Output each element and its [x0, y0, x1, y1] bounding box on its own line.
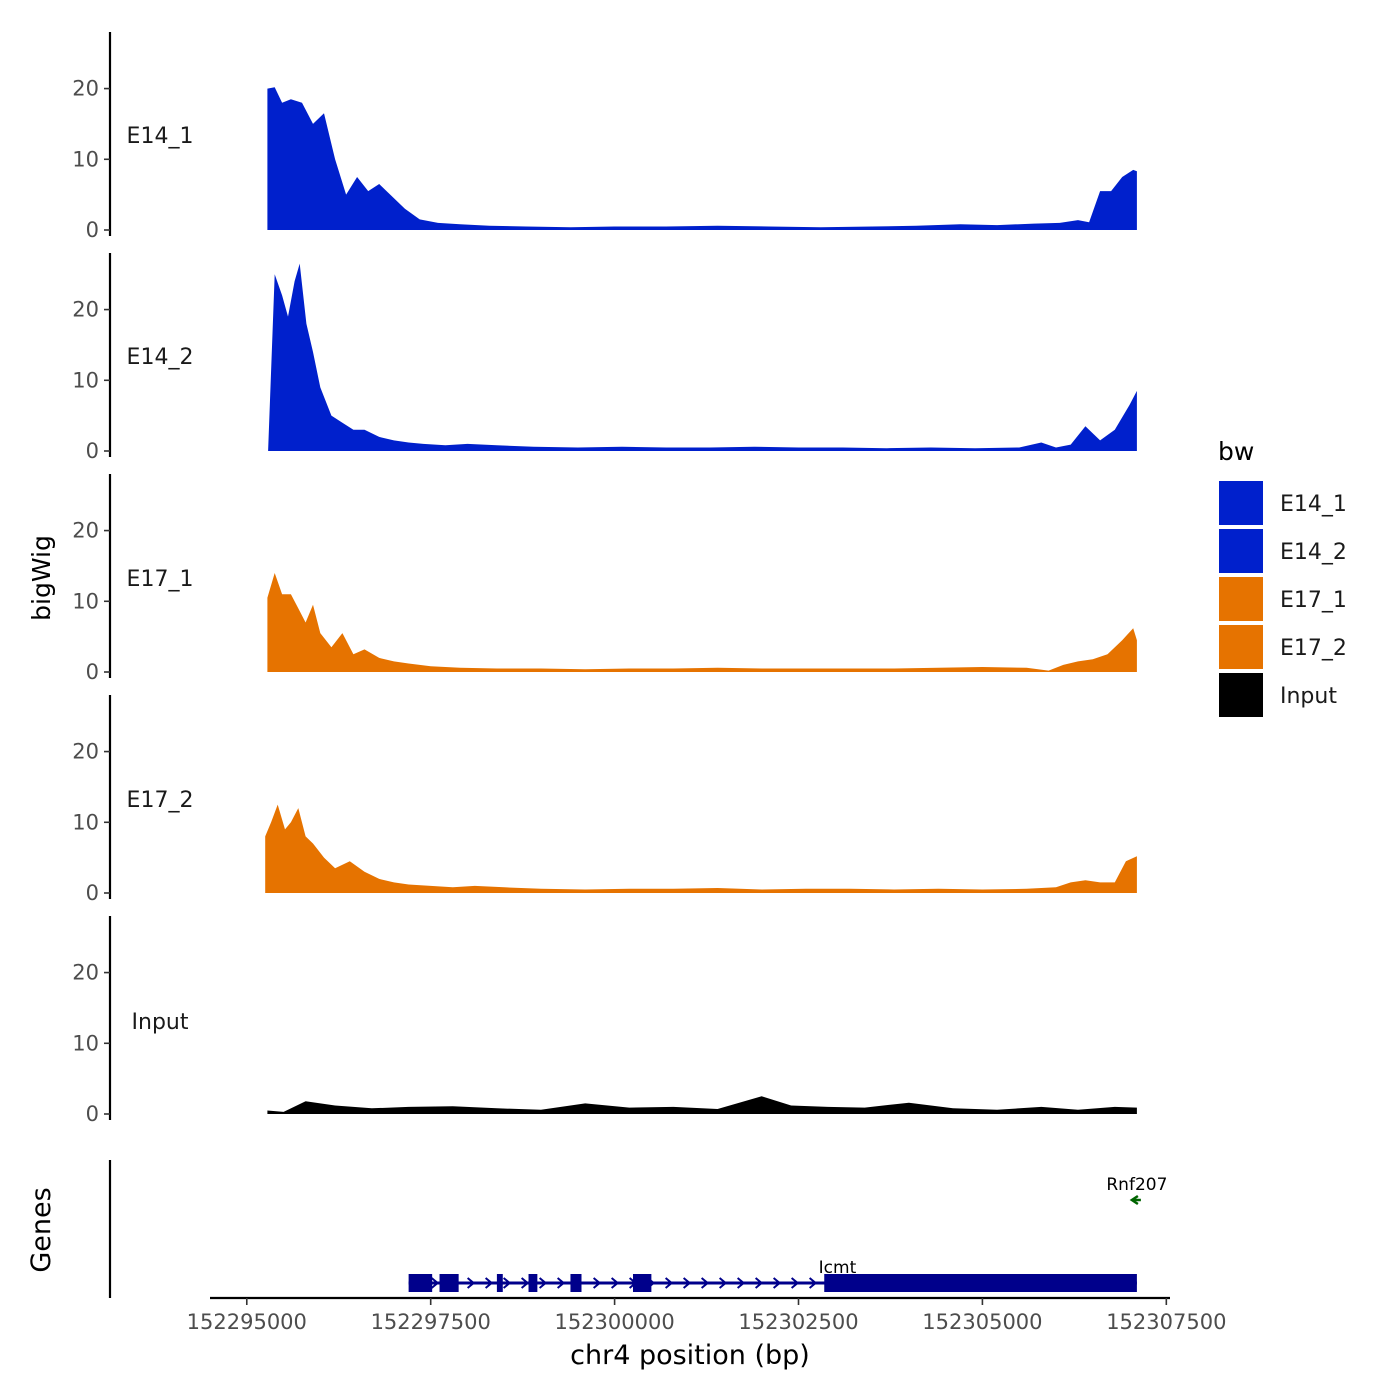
signal-area-e14-2 [268, 263, 1137, 451]
bigwig-tracks: 0 10 20 E14_1 0 10 20 E14_2 0 10 20 E17_1 0 10 20 E17_2… [72, 32, 1137, 1126]
exon-block [408, 1274, 433, 1292]
strand-arrow [592, 1277, 602, 1289]
y-tick-label: 0 [86, 660, 99, 684]
track-e17-1: 0 10 20 E17_1 [72, 474, 1137, 684]
genes-axis-title: Genes [26, 1187, 57, 1272]
y-tick-label: 10 [72, 589, 99, 613]
strand-arrow [556, 1277, 566, 1289]
exon-block [632, 1274, 652, 1292]
y-tick-label: 10 [72, 810, 99, 834]
track-e17-2: 0 10 20 E17_2 [72, 695, 1137, 905]
legend-label-e14-2: E14_2 [1280, 540, 1347, 565]
y-tick-label: 20 [72, 961, 99, 985]
y-tick-label: 0 [86, 439, 99, 463]
track-e14-2: 0 10 20 E14_2 [72, 253, 1137, 463]
gene-icmt: Icmt [408, 1258, 1137, 1292]
strand-arrow [430, 1277, 440, 1289]
strand-arrow [610, 1277, 620, 1289]
track-e14-1: 0 10 20 E14_1 [72, 32, 1137, 242]
legend-title: bw [1218, 437, 1254, 466]
exon-block [439, 1274, 459, 1292]
y-tick-label: 10 [72, 1031, 99, 1055]
track-label: E14_2 [127, 345, 194, 370]
track-input: 0 10 20 Input [72, 916, 1137, 1126]
strand-arrow [520, 1277, 530, 1289]
track-label: Input [132, 1010, 189, 1035]
y-tick-label: 0 [86, 881, 99, 905]
x-tick-label: 152295000 [187, 1310, 307, 1334]
legend-label-input: Input [1280, 684, 1337, 709]
y-tick-label: 0 [86, 1102, 99, 1126]
x-tick-label: 152297500 [371, 1310, 491, 1334]
y-tick-label: 20 [72, 298, 99, 322]
strand-arrow [502, 1277, 512, 1289]
strand-arrow [484, 1277, 494, 1289]
track-label: E14_1 [127, 124, 194, 149]
gene-rnf207: Rnf207 [1106, 1175, 1167, 1206]
y-tick-label: 10 [72, 368, 99, 392]
strand-arrow [664, 1277, 674, 1289]
x-tick-label: 152302500 [738, 1310, 858, 1334]
signal-area-e14-1 [267, 87, 1137, 230]
legend-label-e17-1: E17_1 [1280, 588, 1347, 613]
x-tick-label: 152307500 [1106, 1310, 1226, 1334]
signal-area-input [267, 1096, 1137, 1114]
x-axis-title: chr4 position (bp) [570, 1340, 810, 1371]
legend-swatch-input [1217, 671, 1265, 719]
strand-arrow [538, 1277, 548, 1289]
strand-arrow [790, 1277, 800, 1289]
legend: bw E14_1 E14_2 E17_1 E17_2 Input [1217, 437, 1347, 719]
strand-arrow [718, 1277, 728, 1289]
legend-swatch-e14-2 [1217, 527, 1265, 575]
x-tick-label: 152305000 [922, 1310, 1042, 1334]
x-tick-label: 152300000 [554, 1310, 674, 1334]
legend-swatch-e14-1 [1217, 479, 1265, 527]
y-tick-label: 20 [72, 77, 99, 101]
signal-area-e17-2 [265, 804, 1137, 893]
gene-label: Rnf207 [1106, 1175, 1167, 1195]
strand-arrow [772, 1277, 782, 1289]
signal-area-e17-1 [267, 573, 1137, 672]
track-label: E17_2 [127, 788, 194, 813]
y-tick-label: 20 [72, 740, 99, 764]
track-label: E17_1 [127, 567, 194, 592]
exon-block [824, 1274, 1137, 1292]
legend-swatch-e17-2 [1217, 623, 1265, 671]
exon-block [496, 1274, 503, 1292]
strand-arrow [466, 1277, 476, 1289]
exon-block [570, 1274, 582, 1292]
x-axis: 152295000 152297500 152300000 152302500 1523… [187, 1296, 1226, 1334]
strand-arrow [808, 1277, 818, 1289]
y-tick-label: 10 [72, 147, 99, 171]
strand-arrow [754, 1277, 764, 1289]
strand-arrow [682, 1277, 692, 1289]
y-axis-title: bigWig [27, 535, 56, 621]
genes-panel: Icmt Rnf207 [108, 1160, 1167, 1298]
legend-swatch-e17-1 [1217, 575, 1265, 623]
legend-label-e14-1: E14_1 [1280, 492, 1347, 517]
y-tick-label: 20 [72, 519, 99, 543]
exon-block [528, 1274, 538, 1292]
gene-label: Icmt [819, 1258, 857, 1278]
strand-arrow [736, 1277, 746, 1289]
y-tick-label: 0 [86, 218, 99, 242]
strand-arrow [700, 1277, 710, 1289]
legend-label-e17-2: E17_2 [1280, 636, 1347, 661]
